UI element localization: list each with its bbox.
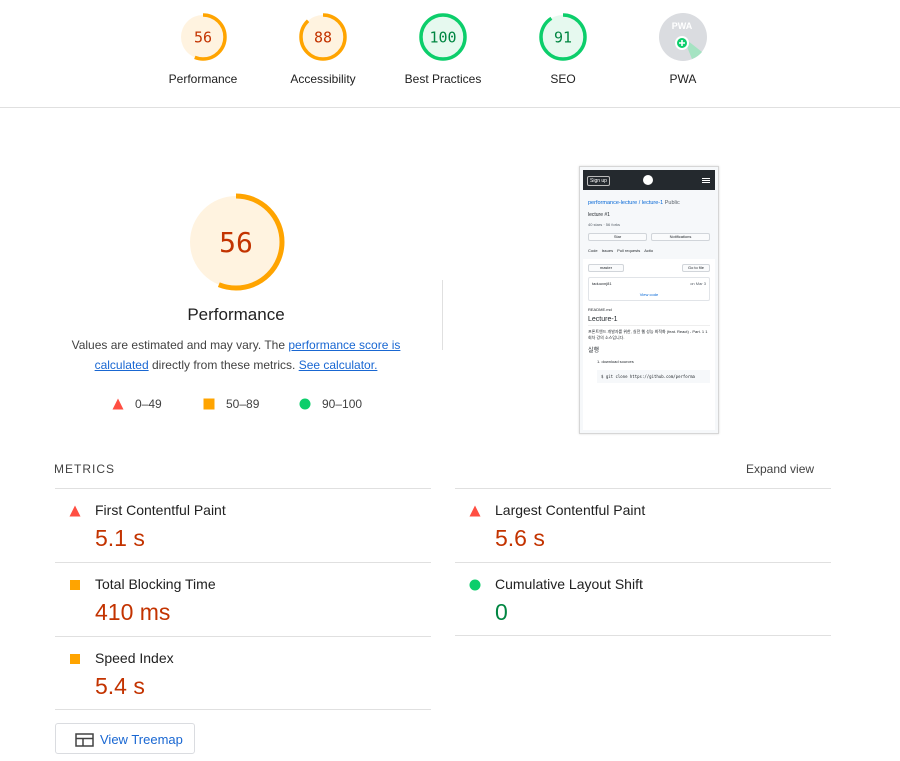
- pwa-badge-icon: PWA: [659, 13, 707, 61]
- orange-square-icon: [70, 654, 80, 664]
- best-practices-gauge-icon: 100: [419, 13, 467, 61]
- github-logo-icon: [643, 175, 653, 185]
- ss-list-item: 1. download sources: [597, 359, 634, 364]
- legend-fail: 0–49: [112, 396, 162, 412]
- orange-square-icon: [203, 398, 215, 410]
- gauge-performance[interactable]: 56 Performance: [143, 12, 263, 86]
- metric-value: 410 ms: [95, 599, 171, 625]
- legend-average: 50–89: [203, 396, 259, 412]
- ss-signup-button: Sign up: [587, 176, 610, 186]
- ss-branch-button: master: [588, 264, 624, 272]
- performance-score-gauge: 56: [187, 193, 285, 291]
- legend-range: 50–89: [226, 397, 260, 411]
- view-treemap-button[interactable]: View Treemap: [55, 723, 195, 754]
- gauge-accessibility[interactable]: 88 Accessibility: [263, 12, 383, 86]
- gauge-label: Best Practices: [404, 72, 482, 86]
- ss-commit-date: on Mar 3: [690, 281, 706, 286]
- hamburger-icon: [702, 178, 710, 179]
- metric-total-blocking-time: Total Blocking Time 410 ms: [55, 562, 431, 636]
- red-triangle-icon: [69, 505, 81, 517]
- red-triangle-icon: [112, 398, 124, 410]
- orange-square-icon: [70, 580, 80, 590]
- see-calculator-link[interactable]: See calculator.: [298, 358, 378, 372]
- ss-commit-user: taduuxnj81: [592, 281, 612, 286]
- gauge-seo[interactable]: 91 SEO: [503, 12, 623, 86]
- section-divider: [442, 280, 443, 350]
- gauge-label: Performance: [168, 72, 238, 86]
- ss-readme: README.md: [588, 307, 612, 312]
- description-text: Values are estimated and may vary. The: [71, 338, 289, 352]
- metric-value: 5.4 s: [95, 673, 145, 699]
- performance-description: Values are estimated and may vary. The p…: [56, 335, 416, 375]
- gauge-label: PWA: [669, 72, 697, 86]
- metric-value: 5.1 s: [95, 525, 145, 551]
- red-triangle-icon: [469, 505, 481, 517]
- ss-tab: Actio: [644, 248, 654, 253]
- ss-goto-button: Go to file: [682, 264, 710, 272]
- gauge-label: Accessibility: [290, 72, 356, 86]
- metrics-header: METRICS: [54, 462, 115, 476]
- metric-name: First Contentful Paint: [95, 502, 226, 518]
- ss-tab: Pull requests: [617, 248, 641, 253]
- metric-name: Total Blocking Time: [95, 576, 216, 592]
- treemap-icon: [75, 733, 94, 747]
- gauge-pwa[interactable]: PWA PWA: [623, 12, 743, 86]
- ss-repo-name: performance-lecture / lecture-1: [588, 200, 664, 206]
- view-treemap-label: View Treemap: [100, 732, 183, 747]
- green-circle-icon: [299, 398, 311, 410]
- gauge-score: 100: [429, 29, 456, 47]
- ss-public-badge: Public: [664, 200, 680, 206]
- performance-score: 56: [219, 226, 253, 259]
- performance-gauge-icon: 56: [179, 13, 227, 61]
- metric-speed-index: Speed Index 5.4 s: [55, 636, 431, 710]
- ss-notifications-button: Notifications: [651, 233, 710, 241]
- accessibility-gauge-icon: 88: [299, 13, 347, 61]
- description-text: directly from these metrics.: [148, 358, 299, 372]
- metric-largest-contentful-paint: Largest Contentful Paint 5.6 s: [455, 488, 831, 562]
- ss-tab: Code: [588, 248, 598, 253]
- score-calculated-link[interactable]: performance score is calculated: [94, 338, 401, 372]
- metric-value: 5.6 s: [495, 525, 545, 551]
- ss-forks: 56 forks: [605, 222, 621, 227]
- metric-first-contentful-paint: First Contentful Paint 5.1 s: [55, 488, 431, 562]
- metric-value: 0: [495, 599, 508, 625]
- ss-code-block: $ git clone https://github.com/performa: [597, 370, 710, 383]
- gauge-score: 56: [194, 29, 212, 47]
- legend-range: 90–100: [322, 397, 363, 411]
- ss-tab: Issues: [601, 248, 614, 253]
- ss-paragraph: 프론트엔드 개발자를 위한, 실전 웹 성능 최적화 (feat. React)…: [588, 329, 708, 340]
- metric-divider: [455, 635, 831, 636]
- expand-view-toggle[interactable]: Expand view: [746, 462, 815, 476]
- metric-cumulative-layout-shift: Cumulative Layout Shift 0: [455, 562, 831, 636]
- metric-name: Cumulative Layout Shift: [495, 576, 643, 592]
- ss-stars: 40 stars: [588, 222, 603, 227]
- green-circle-icon: [469, 579, 481, 591]
- gauge-score: 91: [554, 29, 572, 47]
- legend-pass: 90–100: [299, 396, 362, 412]
- metric-name: Speed Index: [95, 650, 174, 666]
- ss-heading: Lecture-1: [588, 316, 710, 326]
- ss-subtitle: lecture #1: [588, 212, 610, 218]
- ss-heading-run: 실행: [588, 348, 600, 354]
- performance-title: Performance: [187, 305, 285, 324]
- gauge-label: SEO: [550, 72, 576, 86]
- final-screenshot[interactable]: Sign up performance-lecture / lecture-1 …: [579, 166, 719, 434]
- gauge-score: 88: [314, 29, 332, 47]
- ss-view-code: View code: [639, 292, 659, 297]
- category-gauges: 56 Performance 88 Accessibility 100 Best…: [0, 0, 900, 108]
- ss-star-button: Star: [588, 233, 647, 241]
- metric-divider: [55, 709, 431, 710]
- legend-range: 0–49: [135, 397, 162, 411]
- pwa-badge-text: PWA: [672, 21, 693, 31]
- seo-gauge-icon: 91: [539, 13, 587, 61]
- gauge-best-practices[interactable]: 100 Best Practices: [383, 12, 503, 86]
- metric-name: Largest Contentful Paint: [495, 502, 646, 518]
